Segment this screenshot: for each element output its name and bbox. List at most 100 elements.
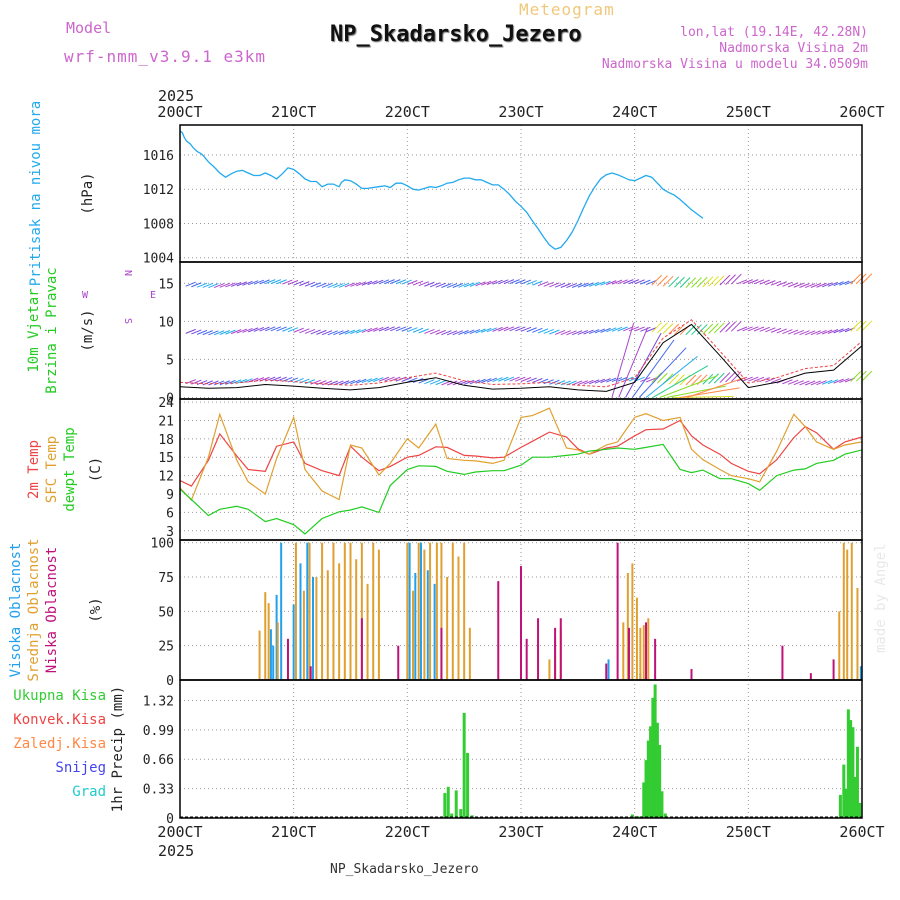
wind-barb <box>787 329 799 335</box>
wind-barb <box>509 376 520 382</box>
wind-barb <box>748 376 759 382</box>
wind-barb <box>651 372 663 383</box>
wind-barb <box>304 328 316 334</box>
wind-barb <box>617 326 628 332</box>
wind-barb <box>282 326 293 332</box>
wind-barb <box>219 380 230 386</box>
wind-barb <box>839 327 850 333</box>
wind-barb <box>713 372 725 384</box>
wind-barb <box>839 280 850 286</box>
wind-barb <box>804 380 816 386</box>
wind-barb <box>515 326 526 332</box>
pressure-tick-3: 1016 <box>143 149 174 164</box>
wind-barb <box>458 330 469 335</box>
wind-barb <box>316 329 327 335</box>
temp-ylabel-0: 2m Temp <box>26 440 42 499</box>
wind-barb <box>486 377 498 383</box>
wind-barb <box>702 276 714 288</box>
wind-barb <box>196 282 208 288</box>
wind-arrow <box>611 322 635 398</box>
precip-bar <box>466 753 470 818</box>
wind-barb <box>560 330 571 336</box>
top-xlabel-0: 200CT <box>157 103 202 121</box>
wind-barb <box>446 330 458 336</box>
wind-barb <box>628 326 640 332</box>
top-xlabel-3: 230CT <box>498 103 543 121</box>
wind-barb <box>390 326 401 332</box>
wind-barb <box>759 279 770 285</box>
wind-barb <box>685 324 697 336</box>
wind-barb <box>736 376 748 382</box>
wind-barb <box>481 280 492 286</box>
wind-barb <box>441 330 452 336</box>
wind-barb <box>390 279 401 285</box>
wind-barb <box>515 376 526 382</box>
wind-barb <box>452 380 463 386</box>
wind-barb <box>623 376 634 382</box>
wind-barb <box>282 279 293 285</box>
wind-barb <box>719 372 731 383</box>
wind-barb <box>645 280 657 286</box>
wind-barb <box>782 379 793 385</box>
wind-barb <box>361 378 373 384</box>
wind-barb <box>378 279 390 285</box>
precip-bar <box>446 786 450 818</box>
wind-barb <box>321 330 333 336</box>
temp-tick-4: 15 <box>158 451 174 466</box>
wind-barb <box>509 279 520 285</box>
wind-barb <box>730 273 742 285</box>
wind-barb <box>265 326 276 332</box>
wind-barb <box>321 283 333 288</box>
wind-barb <box>202 380 213 386</box>
wind-barb <box>674 276 685 288</box>
wind-barb <box>367 377 378 383</box>
wind-barb <box>213 380 225 386</box>
wind-barb <box>645 377 657 383</box>
wind-barb <box>253 326 265 332</box>
wind-barb <box>452 283 463 288</box>
precip-bar <box>663 813 667 818</box>
wind-barb <box>310 329 321 335</box>
wind-barb <box>338 380 350 386</box>
elevation-label: Nadmorska Visina 2m <box>719 41 868 56</box>
wind-barb <box>793 282 804 288</box>
model-name: wrf-nmm_v3.9.1 e3km <box>64 47 267 66</box>
bottom-xlabel-2: 220CT <box>385 823 430 841</box>
wind-arrow <box>645 355 698 398</box>
wind-barb <box>418 328 429 334</box>
wind-barb <box>401 326 412 332</box>
precip-legend-0: Ukupna Kisa <box>13 688 106 704</box>
wind-barb <box>600 280 611 286</box>
wind-barb <box>191 379 202 385</box>
wind-barb <box>236 378 248 384</box>
wind-barb <box>259 326 270 332</box>
wind-barb <box>384 376 395 382</box>
wind-barb <box>537 281 549 287</box>
wind-barb <box>759 326 770 332</box>
cloud-tick-0: 0 <box>166 674 174 689</box>
precip-bar <box>642 782 646 818</box>
wind-barb <box>378 326 390 332</box>
wind-barb <box>185 281 196 287</box>
wind-barb <box>719 321 731 333</box>
precip-bar <box>842 764 846 818</box>
wind-barb <box>827 329 839 334</box>
wind-barb <box>560 283 571 288</box>
cloud-tick-2: 50 <box>158 605 174 620</box>
wind-barb <box>554 329 566 335</box>
wind-barb <box>600 327 611 333</box>
wind-barb <box>526 280 537 286</box>
wind-barb <box>730 320 742 332</box>
wind-barb <box>486 280 498 286</box>
precip-legend-4: Grad <box>72 784 106 800</box>
wind-barb <box>361 280 373 286</box>
wind-barb <box>412 327 424 333</box>
wind-barb <box>668 276 680 288</box>
wind-barb <box>481 378 492 384</box>
top-xlabel-5: 250CT <box>726 103 771 121</box>
wind-barb <box>742 279 753 285</box>
wind-barb <box>583 329 594 335</box>
wind-barb <box>833 281 844 287</box>
pressure-unit: (hPa) <box>80 172 96 214</box>
wind-barb <box>645 327 657 333</box>
